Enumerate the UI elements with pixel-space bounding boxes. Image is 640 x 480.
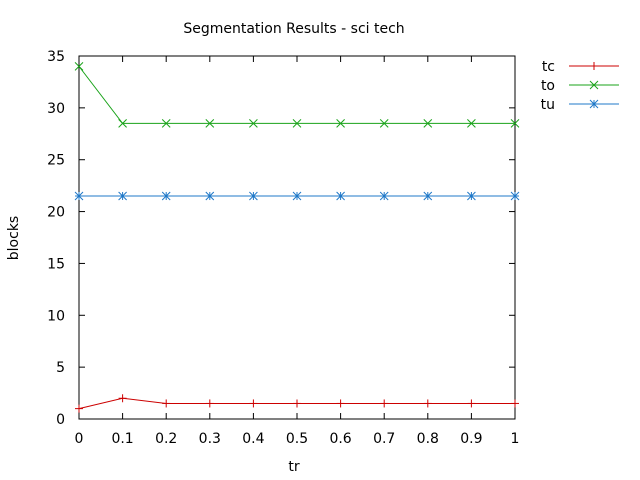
data-point-tu — [292, 191, 302, 201]
y-tick-label: 30 — [47, 101, 65, 117]
data-point-tc — [511, 399, 519, 408]
data-point-to — [510, 119, 520, 128]
data-point-to — [467, 119, 476, 128]
data-point-tc — [336, 399, 345, 408]
y-axis-title: blocks — [6, 216, 22, 260]
series-line-to — [78, 66, 515, 124]
legend-marker-tc — [590, 62, 598, 70]
data-point-tu — [336, 191, 345, 201]
y-tick-label: 15 — [47, 256, 65, 272]
data-point-tc — [249, 399, 258, 408]
legend: tc to tu — [541, 59, 619, 113]
x-tick-label: 0.9 — [460, 431, 482, 447]
x-tick-label: 0.1 — [111, 431, 133, 447]
x-tick-label: 0 — [75, 431, 84, 447]
data-point-to — [336, 119, 345, 128]
data-point-to — [423, 119, 433, 128]
data-point-tu — [205, 191, 215, 201]
axis-ticks — [78, 55, 516, 420]
data-point-to — [74, 62, 84, 71]
x-tick-label: 0.5 — [286, 431, 308, 447]
y-tick-label: 5 — [56, 360, 65, 376]
chart-title: Segmentation Results - sci tech — [183, 21, 404, 37]
legend-label-tu: tu — [541, 97, 555, 113]
legend-marker-tu — [589, 99, 599, 109]
data-point-tc — [293, 399, 301, 408]
series-layer — [74, 62, 520, 413]
data-point-tc — [380, 399, 389, 408]
series-tc — [75, 394, 519, 413]
x-tick-label: 0.2 — [155, 431, 177, 447]
series-to — [74, 62, 520, 128]
data-point-tu — [467, 191, 476, 201]
data-point-tu — [249, 191, 258, 201]
data-point-to — [292, 119, 302, 128]
x-axis-title: tr — [288, 459, 299, 475]
y-axis-tick-labels: 0 5 10 15 20 25 30 35 — [47, 49, 65, 428]
series-tu — [74, 191, 520, 201]
y-tick-label: 35 — [47, 49, 65, 65]
data-point-tc — [75, 404, 83, 413]
data-point-tc — [118, 394, 127, 403]
data-point-tc — [205, 399, 214, 408]
data-point-to — [249, 119, 258, 128]
data-point-tu — [379, 191, 389, 201]
y-tick-label: 0 — [56, 412, 65, 428]
x-axis-tick-labels: 0 0.1 0.2 0.3 0.4 0.5 0.6 0.7 0.8 0.9 1 — [75, 431, 520, 447]
y-tick-label: 20 — [47, 205, 65, 221]
data-point-tc — [162, 399, 171, 408]
data-point-tu — [161, 191, 171, 201]
legend-marker-to — [589, 80, 599, 90]
legend-label-to: to — [541, 78, 555, 94]
x-tick-label: 1 — [511, 431, 520, 447]
data-point-tu — [510, 191, 520, 201]
x-tick-label: 0.7 — [373, 431, 395, 447]
y-tick-label: 25 — [47, 153, 65, 169]
data-point-to — [379, 119, 389, 128]
data-point-tc — [467, 399, 476, 408]
x-tick-label: 0.4 — [242, 431, 264, 447]
data-point-tu — [74, 191, 84, 201]
x-tick-label: 0.8 — [417, 431, 439, 447]
x-tick-label: 0.6 — [329, 431, 351, 447]
data-point-tu — [118, 191, 127, 201]
data-point-to — [118, 119, 127, 128]
x-tick-label: 0.3 — [199, 431, 221, 447]
data-point-to — [205, 119, 215, 128]
data-point-tc — [423, 399, 432, 408]
data-point-to — [161, 119, 171, 128]
y-tick-label: 10 — [47, 308, 65, 324]
data-point-tu — [423, 191, 433, 201]
legend-label-tc: tc — [542, 59, 555, 75]
plot-frame — [78, 55, 516, 420]
